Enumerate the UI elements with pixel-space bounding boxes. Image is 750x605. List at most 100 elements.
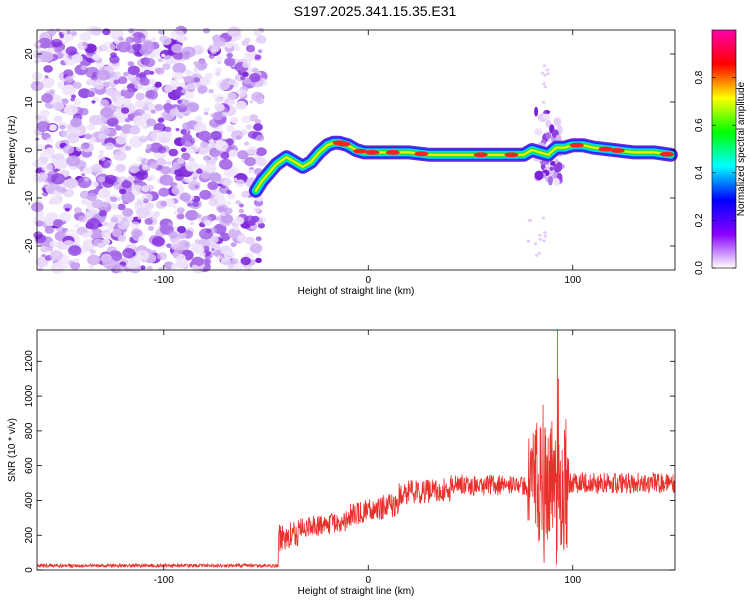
noise-blob (205, 228, 212, 234)
noise-blob (256, 134, 265, 142)
noise-blob (230, 258, 239, 265)
noise-blob (102, 178, 114, 188)
noise-blob (188, 157, 195, 163)
noise-blob (220, 151, 230, 160)
noise-blob (121, 180, 132, 189)
noise-blob (234, 46, 241, 51)
noise-blob (134, 82, 143, 90)
noise-blob (92, 114, 106, 126)
noise-blob (252, 67, 259, 73)
noise-blob (230, 117, 239, 124)
noise-blob (88, 264, 95, 270)
ridge-peak (659, 151, 674, 157)
noise-blob (71, 54, 83, 64)
noise-blob (212, 111, 224, 121)
noise-blob (244, 156, 257, 167)
noise-blob (181, 46, 196, 58)
noise-blob (122, 208, 134, 217)
noise-blob (209, 118, 221, 128)
noise-blob (151, 37, 157, 41)
noise-blob (176, 207, 185, 214)
noise-blob (238, 208, 245, 214)
noise-blob (235, 135, 242, 140)
noise-blob (181, 152, 191, 161)
noise-blob (204, 219, 212, 226)
noise-blob (180, 179, 186, 183)
colorbar: 0.0 0.2 0.4 0.6 0.8 Normalized spectral ampl… (694, 29, 747, 275)
noise-blob (101, 41, 116, 53)
noise-blob (218, 206, 226, 212)
noise-blob (78, 155, 84, 160)
noise-blob (180, 135, 195, 147)
noise-blob (106, 117, 119, 128)
noise-blob (35, 256, 49, 268)
noise-blob (100, 157, 106, 162)
noise-blob (232, 261, 245, 272)
noise-blob (80, 145, 86, 150)
noise-blob (157, 58, 163, 62)
noise-blob (528, 219, 533, 223)
noise-blob (184, 91, 195, 99)
noise-blob (189, 221, 195, 226)
noise-blob (150, 129, 164, 141)
noise-blob (235, 100, 247, 110)
noise-blob (243, 37, 251, 44)
noise-blob (245, 44, 256, 53)
colorbar-tick-label: 0.2 (694, 213, 705, 227)
ridge-peak (473, 152, 488, 158)
noise-blob (53, 115, 63, 123)
noise-blob (215, 216, 221, 221)
noise-blob (185, 210, 199, 221)
noise-blob (117, 235, 127, 242)
noise-blob (240, 76, 246, 81)
noise-blob (242, 61, 251, 68)
noise-blob (224, 250, 235, 260)
noise-blob (180, 128, 187, 135)
noise-blob (153, 211, 161, 218)
noise-blob (204, 111, 209, 116)
noise-blob (174, 247, 184, 255)
noise-blob (194, 239, 201, 245)
noise-blob (252, 206, 261, 214)
noise-blob (534, 128, 543, 136)
noise-blob (208, 89, 214, 94)
noise-blob (155, 67, 165, 75)
noise-blob (187, 202, 193, 207)
noise-blob (53, 168, 58, 173)
noise-blob (70, 97, 76, 102)
noise-blob (197, 145, 209, 155)
noise-blob (200, 141, 209, 148)
noise-blob (176, 157, 185, 165)
noise-blob (543, 231, 547, 235)
noise-blob (183, 75, 195, 85)
noise-blob (210, 130, 222, 141)
noise-blob (224, 57, 236, 67)
noise-blob (199, 59, 206, 65)
noise-blob (171, 71, 183, 81)
noise-blob (545, 119, 552, 128)
noise-blob (247, 168, 255, 175)
noise-blob (35, 143, 46, 152)
noise-blob (157, 117, 165, 123)
noise-blob (251, 91, 264, 102)
noise-blob (214, 94, 226, 103)
noise-blob (78, 215, 88, 223)
spectrogram-ridge (248, 135, 678, 198)
noise-blob (228, 79, 236, 85)
noise-blob (207, 156, 211, 161)
noise-blob (160, 166, 171, 175)
noise-blob (89, 249, 96, 255)
noise-blob (254, 119, 262, 125)
noise-blob (188, 180, 201, 191)
noise-blob (77, 41, 88, 51)
noise-blob (177, 226, 186, 234)
noise-blob (159, 174, 174, 186)
noise-blob (240, 256, 251, 266)
noise-blob (233, 226, 240, 231)
noise-blob (224, 207, 233, 215)
noise-blob (149, 71, 155, 75)
noise-blob (123, 86, 128, 91)
noise-blob (169, 108, 180, 117)
noise-blob (78, 88, 91, 99)
colorbar-tick-label: 0.6 (694, 118, 705, 132)
